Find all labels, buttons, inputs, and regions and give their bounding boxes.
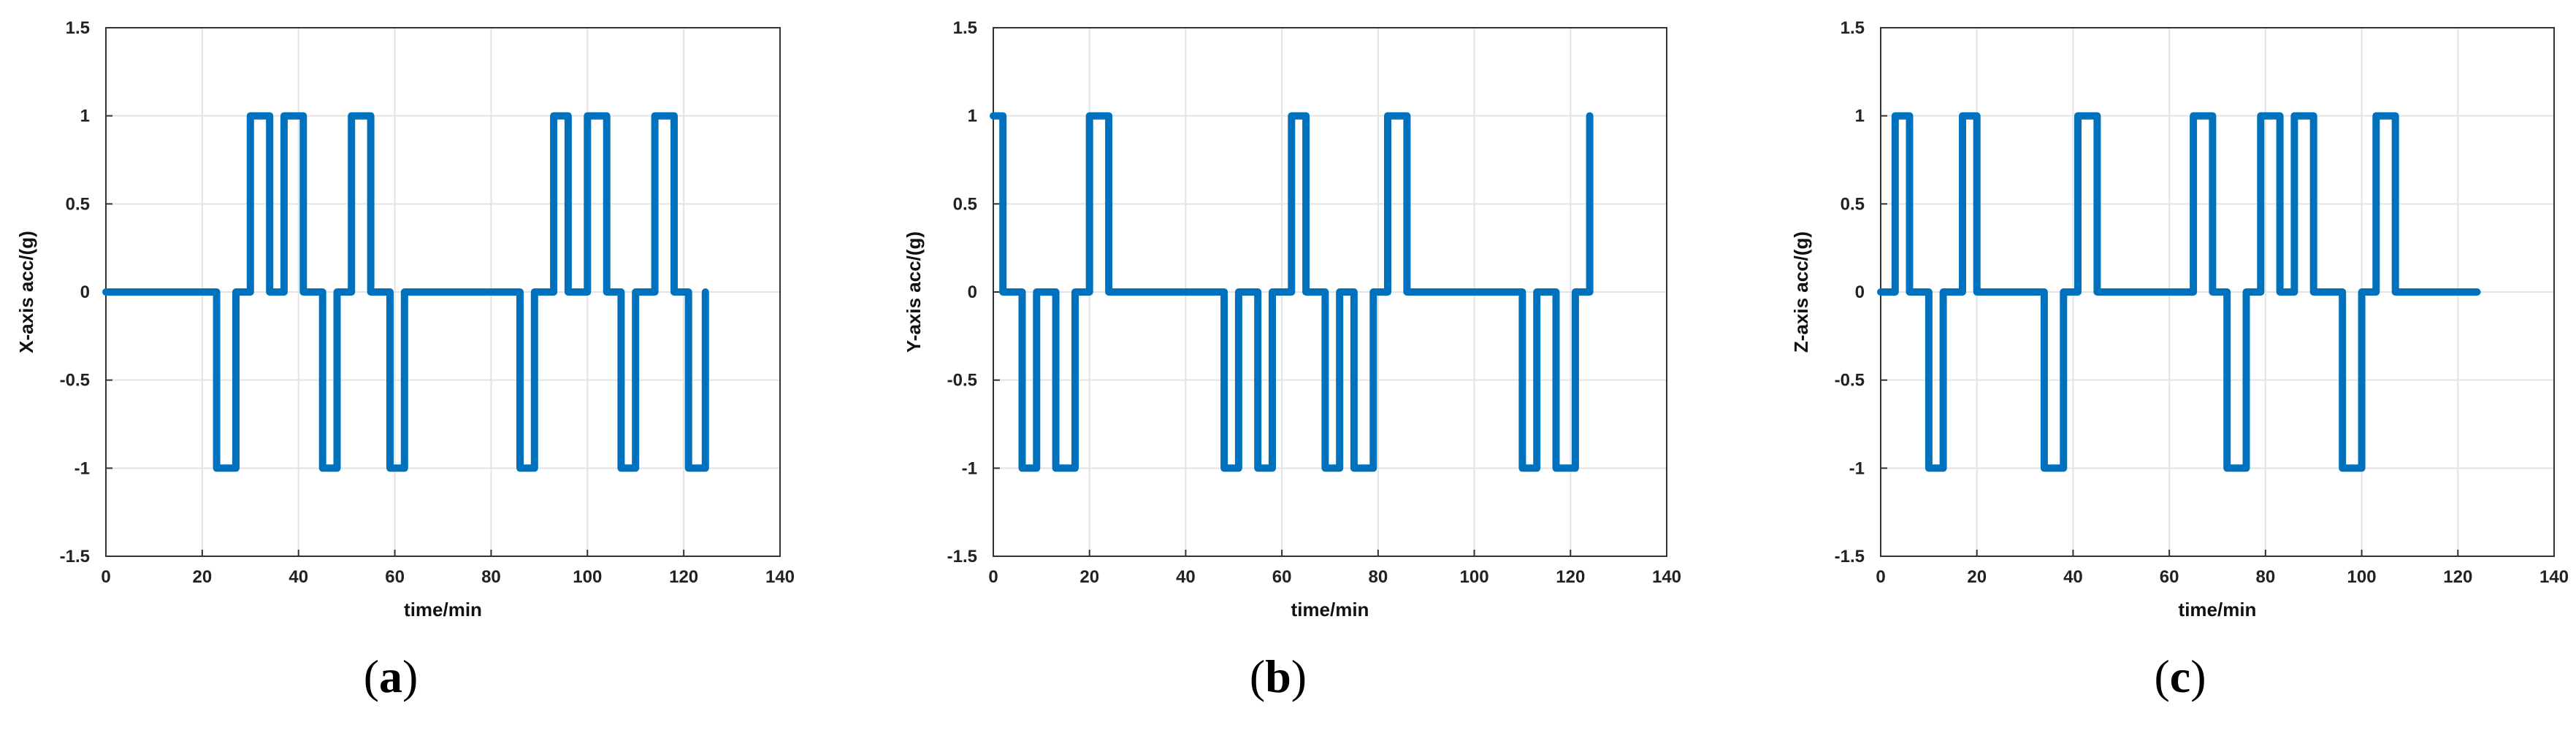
panel-a-ytick-label: -0.5 bbox=[60, 371, 90, 391]
panel-b-ytick-label: 0.5 bbox=[953, 194, 977, 214]
panel-b-ytick-label: 1 bbox=[968, 107, 977, 126]
panel-a-xtick-label: 0 bbox=[101, 567, 110, 587]
panel-a-y-axis-label: X-axis acc/(g) bbox=[15, 231, 37, 353]
panel-b-ytick-label: 0 bbox=[968, 283, 977, 302]
panel-a-ytick-label: 0 bbox=[80, 283, 90, 302]
panel-b-xtick-label: 40 bbox=[1176, 567, 1196, 587]
panel-b-ytick-label: 1.5 bbox=[953, 18, 977, 38]
panel-b-xtick-label: 100 bbox=[1460, 567, 1489, 587]
panel-c-x-axis-label: time/min bbox=[2179, 599, 2257, 620]
panel-b-xtick-label: 140 bbox=[1652, 567, 1681, 587]
panel-a-ytick-label: -1 bbox=[74, 458, 90, 478]
panel-a-xtick-label: 140 bbox=[765, 567, 795, 587]
panel-b-series-line-0 bbox=[990, 112, 1594, 472]
panel-b-xtick-label: 20 bbox=[1079, 567, 1099, 587]
panel-label-c: (c) bbox=[2154, 650, 2206, 702]
panel-a-xtick-label: 120 bbox=[669, 567, 698, 587]
panel-c-xtick-label: 40 bbox=[2063, 567, 2083, 587]
panel-a-xtick-label: 20 bbox=[193, 567, 213, 587]
panel-c-series-line-0 bbox=[1877, 112, 2481, 472]
panel-b-xtick-label: 80 bbox=[1369, 567, 1388, 587]
panel-b-ytick-label: -1 bbox=[962, 458, 977, 478]
panel-c-ytick-label: 0.5 bbox=[1841, 194, 1865, 214]
panel-c-ytick-label: 1.5 bbox=[1841, 18, 1865, 38]
panel-c-ytick-label: -0.5 bbox=[1835, 371, 1865, 391]
panel-a-x-axis-label: time/min bbox=[404, 599, 482, 620]
panel-c-xtick-label: 80 bbox=[2256, 567, 2276, 587]
panel-a-xtick-label: 100 bbox=[573, 567, 602, 587]
panel-b-ytick-label: -0.5 bbox=[947, 371, 977, 391]
panel-a-xtick-label: 40 bbox=[288, 567, 308, 587]
panel-c-xtick-label: 60 bbox=[2160, 567, 2179, 587]
panel-b-x-axis-label: time/min bbox=[1291, 599, 1369, 620]
panel-a-ytick-label: 0.5 bbox=[66, 194, 90, 214]
panel-c-ytick-label: -1.5 bbox=[1835, 547, 1865, 566]
panel-a-series-line-0 bbox=[102, 112, 709, 472]
panel-a-ytick-label: 1 bbox=[80, 107, 90, 126]
panel-a-xtick-label: 80 bbox=[481, 567, 501, 587]
panel-label-a: (a) bbox=[363, 650, 418, 702]
panel-c-xtick-label: 120 bbox=[2443, 567, 2472, 587]
panel-c-y-axis-label: Z-axis acc/(g) bbox=[1790, 231, 1812, 353]
panel-c-xtick-label: 0 bbox=[1876, 567, 1885, 587]
panel-b-xtick-label: 60 bbox=[1272, 567, 1292, 587]
panel-c-ytick-label: 1 bbox=[1855, 107, 1865, 126]
panel-b-xtick-label: 120 bbox=[1556, 567, 1585, 587]
panel-c-ytick-label: 0 bbox=[1855, 283, 1865, 302]
panel-c-xtick-label: 140 bbox=[2539, 567, 2569, 587]
panel-a-ytick-label: 1.5 bbox=[66, 18, 90, 38]
panel-c-ytick-label: -1 bbox=[1849, 458, 1865, 478]
panel-b-xtick-label: 0 bbox=[988, 567, 998, 587]
panel-label-b: (b) bbox=[1249, 650, 1307, 702]
panel-c-xtick-label: 100 bbox=[2347, 567, 2377, 587]
panel-b-y-axis-label: Y-axis acc/(g) bbox=[903, 231, 925, 353]
panel-a-xtick-label: 60 bbox=[385, 567, 405, 587]
panel-c-xtick-label: 20 bbox=[1967, 567, 1987, 587]
panel-b-ytick-label: -1.5 bbox=[947, 547, 977, 566]
panel-a-ytick-label: -1.5 bbox=[60, 547, 90, 566]
